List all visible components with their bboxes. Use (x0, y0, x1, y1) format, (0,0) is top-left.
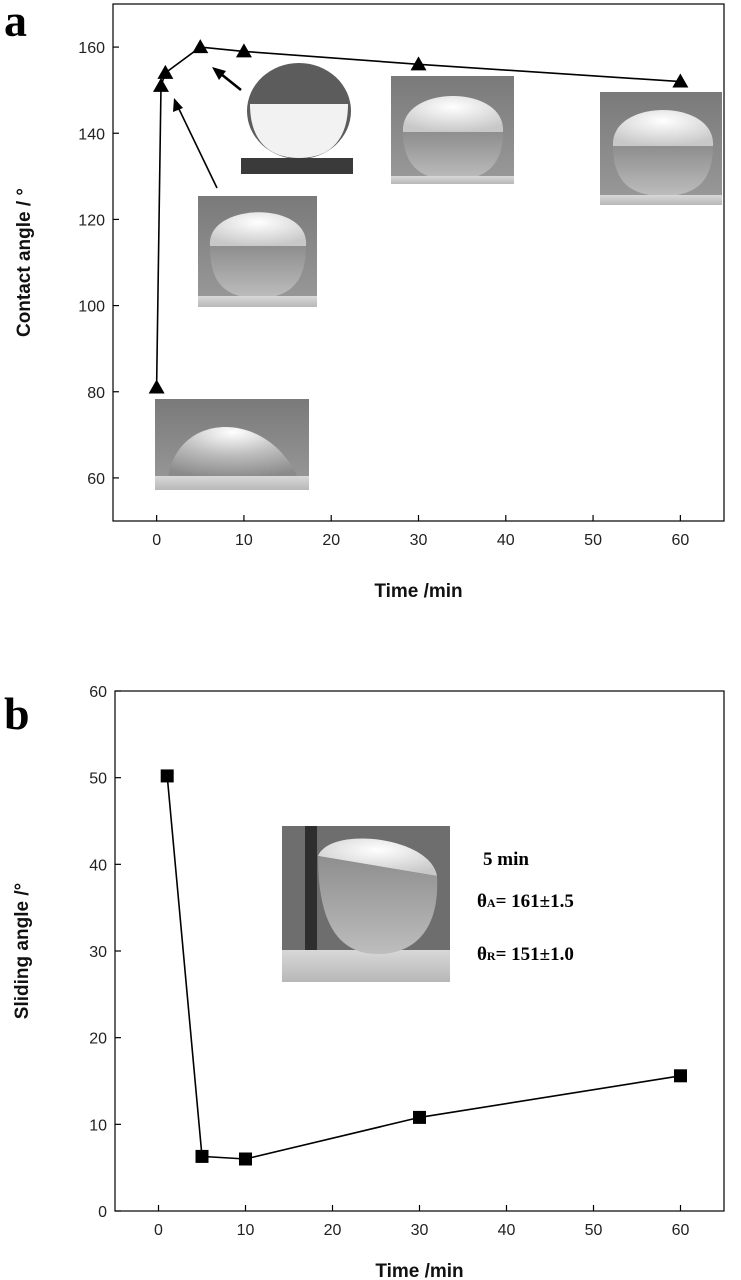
data-point-square (239, 1152, 252, 1166)
annotation-block: 5 min θA= 161±1.5 θR= 151±1.0 (477, 849, 574, 965)
droplet-photo-0min (155, 399, 309, 490)
x-tick-label: 60 (672, 1222, 690, 1239)
data-point-square (413, 1110, 426, 1124)
x-tick-label: 0 (154, 1222, 163, 1239)
annotation-advancing: θA= 161±1.5 (477, 891, 574, 912)
x-tick-label: 10 (235, 532, 253, 549)
x-tick-label: 30 (411, 1222, 429, 1239)
y-tick-label: 120 (78, 212, 105, 229)
series-markers-a (148, 39, 689, 394)
panel-a: a 0 10 20 30 40 50 60 60 80 100 120 140 160 (4, 0, 725, 602)
y-tick-label: 160 (78, 40, 105, 57)
y-tick-label: 10 (89, 1117, 107, 1134)
data-point-square (160, 769, 174, 783)
annotation-time: 5 min (483, 849, 529, 870)
data-point-square (195, 1149, 209, 1163)
droplet-photo-1min (198, 196, 317, 307)
inset-arrow-1min (173, 98, 218, 189)
droplet-photo-5min (241, 62, 353, 174)
y-tick-label: 60 (89, 684, 107, 701)
axis-ticks-b: 0 10 20 30 40 50 60 0 10 20 30 40 50 60 (89, 684, 689, 1239)
x-tick-label: 10 (237, 1222, 255, 1239)
y-axis-title-a: Contact angle / ° (14, 188, 35, 337)
y-axis-title-b: Sliding angle /° (12, 883, 33, 1019)
data-point-triangle (672, 73, 689, 88)
panel-label-b: b (4, 688, 30, 739)
data-point-triangle (157, 64, 174, 79)
y-tick-label: 30 (89, 944, 107, 961)
axis-ticks-a: 0 10 20 30 40 50 60 60 80 100 120 140 160 (78, 40, 689, 549)
data-point-square (674, 1069, 687, 1083)
droplet-photo-30min (391, 76, 514, 184)
series-markers-b (160, 769, 687, 1166)
data-point-triangle (148, 379, 165, 394)
y-tick-label: 60 (87, 471, 105, 488)
x-axis-title-b: Time /min (375, 1261, 463, 1280)
x-tick-label: 0 (152, 532, 161, 549)
droplet-photo-60min (600, 92, 722, 205)
y-tick-label: 40 (89, 857, 107, 874)
x-tick-label: 50 (585, 1222, 603, 1239)
panel-b: b 0 10 20 30 40 50 60 0 10 20 30 40 50 60 5 min θA= 1… (4, 684, 725, 1280)
droplet-photo-sliding (282, 826, 450, 982)
y-tick-label: 0 (98, 1204, 107, 1221)
y-tick-label: 100 (78, 299, 105, 316)
data-point-triangle (410, 56, 427, 71)
x-tick-label: 40 (497, 532, 515, 549)
annotation-receding: θR= 151±1.0 (477, 944, 574, 965)
panel-label-a: a (4, 0, 27, 46)
y-tick-label: 80 (87, 385, 105, 402)
x-tick-label: 20 (324, 1222, 342, 1239)
y-tick-label: 20 (89, 1031, 107, 1048)
x-tick-label: 30 (410, 532, 428, 549)
x-tick-label: 50 (584, 532, 602, 549)
x-tick-label: 40 (498, 1222, 516, 1239)
y-tick-label: 140 (78, 126, 105, 143)
y-tick-label: 50 (89, 771, 107, 788)
x-tick-label: 20 (322, 532, 340, 549)
inset-arrow-5min (212, 67, 242, 92)
data-point-triangle (192, 39, 209, 54)
x-axis-title-a: Time /min (374, 581, 462, 602)
x-tick-label: 60 (671, 532, 689, 549)
data-point-triangle (235, 43, 252, 58)
data-point-triangle (153, 77, 170, 92)
